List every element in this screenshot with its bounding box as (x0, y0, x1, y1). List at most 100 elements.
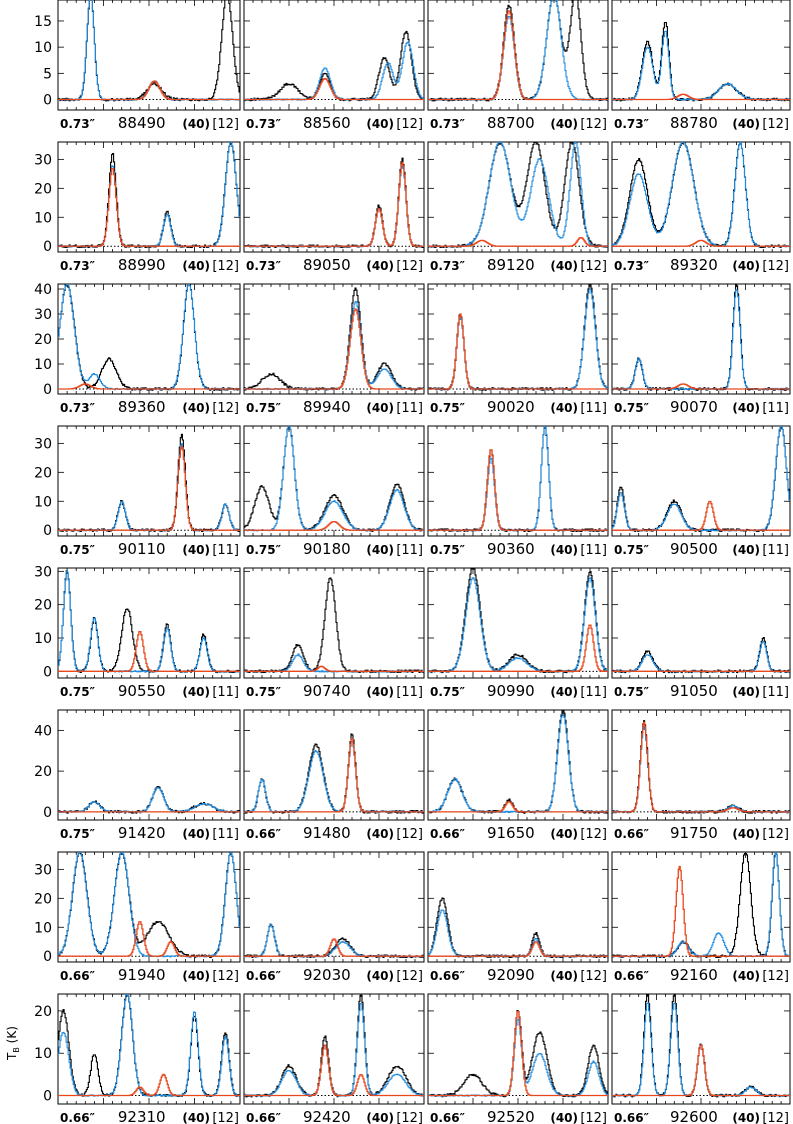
index-label: [11] (396, 685, 423, 700)
index-label: [12] (580, 969, 607, 984)
index-label: [12] (212, 259, 239, 274)
spectrum-panel-92030: 0.66″ 92030 (40) [12] (243, 851, 425, 984)
count-label: (40) (366, 827, 394, 841)
model-all-spectrum (428, 288, 608, 391)
spectrum-lines (428, 897, 608, 959)
observed-spectrum (428, 1009, 608, 1098)
frequency-label: 92600 (670, 1108, 718, 1124)
model-molecule-spectrum (244, 520, 424, 531)
count-label: (40) (366, 259, 394, 273)
frequency-label: 91940 (118, 966, 166, 984)
spectrum-lines (58, 142, 240, 249)
beam-label: 0.66″ (246, 1111, 282, 1124)
index-label: [12] (212, 401, 239, 416)
spectrum-lines (428, 284, 608, 391)
frequency-label: 92420 (303, 1108, 351, 1124)
frequency-label: 89050 (303, 256, 351, 274)
observed-spectrum (58, 142, 240, 249)
y-tick-label: 15 (34, 14, 52, 30)
spectrum-panel-89120: 0.73″ 89120 (40) [12] (427, 141, 609, 274)
spectrum-lines (244, 577, 424, 674)
model-all-spectrum (428, 142, 608, 248)
beam-label: 0.73″ (430, 259, 466, 273)
frequency-label: 88990 (118, 256, 166, 274)
observed-spectrum (244, 994, 424, 1098)
spectrum-panel-90550: 0 10 20 30 0.75″ 90550 (40) [11] (34, 564, 241, 700)
count-label: (40) (182, 259, 210, 273)
panel-frame (57, 141, 241, 253)
frequency-label: 91420 (118, 824, 166, 842)
spectrum-panel-91750: 0.66″ 91750 (40) [12] (611, 709, 791, 842)
panel-frame (243, 993, 425, 1105)
count-label: (40) (732, 401, 760, 415)
beam-label: 0.66″ (430, 827, 466, 841)
count-label: (40) (182, 685, 210, 699)
index-label: [12] (762, 117, 789, 132)
y-tick-label: 30 (34, 307, 52, 323)
beam-label: 0.75″ (614, 543, 650, 557)
spectrum-lines (244, 733, 424, 814)
count-label: (40) (732, 827, 760, 841)
count-label: (40) (366, 543, 394, 557)
spectrum-lines (244, 426, 424, 532)
model-molecule-spectrum (612, 239, 790, 247)
count-label: (40) (366, 117, 394, 131)
spectrum-panel-88560: 0.73″ 88560 (40) [12] (243, 0, 425, 132)
model-molecule-spectrum (58, 921, 240, 957)
spectrum-lines (428, 1009, 608, 1098)
spectrum-lines (428, 568, 608, 674)
model-all-spectrum (244, 740, 424, 814)
count-label: (40) (732, 117, 760, 131)
panel-frame (427, 425, 609, 537)
spectrum-panel-91650: 0.66″ 91650 (40) [12] (427, 709, 609, 842)
y-tick-label: 0 (43, 382, 52, 398)
count-label: (40) (182, 401, 210, 415)
spectrum-panel-89360: 0 10 20 30 40 0.73″ 89360 (40) [12] (34, 282, 241, 416)
spectrum-lines (244, 30, 424, 102)
index-label: [11] (396, 543, 423, 558)
index-label: [11] (580, 685, 607, 700)
beam-label: 0.73″ (614, 117, 650, 131)
spectrum-panel-88700: 0.73″ 88700 (40) [12] (427, 0, 609, 132)
svg-text:TB (K): TB (K) (5, 1026, 21, 1061)
model-molecule-spectrum (428, 449, 608, 531)
y-tick-label: 40 (34, 282, 52, 298)
model-molecule-spectrum (244, 938, 424, 957)
beam-label: 0.75″ (246, 401, 282, 415)
spectrum-panel-92160: 0.66″ 92160 (40) [12] (611, 851, 791, 984)
index-label: [12] (212, 1111, 239, 1124)
frequency-label: 90740 (303, 682, 351, 700)
y-tick-label: 20 (34, 764, 52, 780)
model-all-spectrum (428, 426, 608, 532)
panel-frame (427, 709, 609, 821)
spectrum-lines (612, 284, 790, 391)
model-molecule-spectrum (244, 665, 424, 672)
observed-spectrum (428, 897, 608, 959)
model-molecule-spectrum (428, 801, 608, 813)
spectrum-lines (612, 21, 790, 102)
count-label: (40) (550, 685, 578, 699)
beam-label: 0.66″ (614, 969, 650, 983)
model-molecule-spectrum (244, 738, 424, 813)
spectrum-panel-91480: 0.66″ 91480 (40) [12] (243, 709, 425, 842)
y-tick-label: 20 (34, 465, 52, 481)
model-molecule-spectrum (612, 1044, 790, 1097)
model-molecule-spectrum (612, 383, 790, 390)
spectrum-panel-90500: 0.75″ 90500 (40) [11] (611, 425, 791, 558)
panel-frame (57, 851, 241, 963)
beam-label: 0.73″ (246, 117, 282, 131)
model-molecule-spectrum (612, 93, 790, 101)
beam-label: 0.73″ (430, 117, 466, 131)
panel-frame (427, 567, 609, 679)
y-tick-label: 20 (34, 181, 52, 197)
spectrum-panel-88490: 0 5 10 15 0.73″ 88490 (40) [12] (34, 0, 241, 132)
spectrum-lines (612, 142, 790, 249)
count-label: (40) (182, 1111, 210, 1124)
model-molecule-spectrum (244, 78, 424, 101)
observed-spectrum (612, 720, 790, 814)
observed-spectrum (428, 0, 608, 102)
beam-label: 0.66″ (430, 1111, 466, 1124)
count-label: (40) (182, 827, 210, 841)
model-molecule-spectrum (58, 1073, 240, 1097)
y-tick-label: 0 (43, 949, 52, 965)
